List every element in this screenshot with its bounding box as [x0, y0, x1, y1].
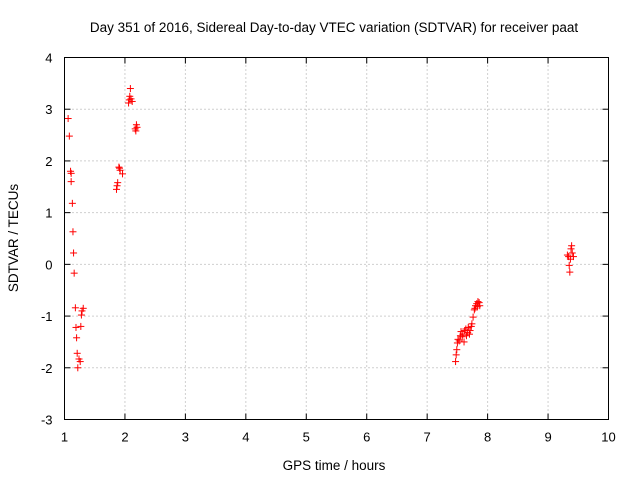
- data-point: [67, 178, 75, 186]
- x-tick-label: 4: [242, 430, 249, 445]
- y-axis-label: SDTVAR / TECUs: [6, 184, 21, 293]
- data-point: [77, 322, 85, 330]
- data-point: [125, 96, 133, 104]
- data-point: [73, 334, 81, 342]
- data-point: [475, 299, 483, 307]
- data-point: [455, 337, 463, 345]
- data-point: [126, 85, 134, 93]
- data-point: [565, 261, 573, 269]
- data-point: [454, 335, 462, 343]
- x-tick-label: 2: [121, 430, 128, 445]
- x-axis-label: GPS time / hours: [283, 458, 386, 473]
- data-point: [469, 313, 477, 321]
- data-point: [133, 123, 141, 131]
- data-point: [125, 99, 133, 107]
- data-point: [77, 311, 85, 319]
- data-point: [453, 346, 461, 354]
- plot-frame: [64, 57, 609, 420]
- data-point: [464, 323, 472, 331]
- x-tick-label: 7: [424, 430, 431, 445]
- data-point: [115, 163, 123, 171]
- data-point: [76, 358, 84, 366]
- data-point: [67, 169, 75, 177]
- y-tick-label: -3: [41, 413, 53, 428]
- grid-lines: [64, 57, 609, 420]
- y-tick-label: 3: [45, 102, 52, 117]
- data-point: [74, 364, 82, 372]
- data-point: [470, 306, 478, 314]
- data-point: [79, 304, 87, 312]
- data-point: [452, 351, 460, 359]
- x-tick-label: 3: [182, 430, 189, 445]
- y-tick-label: 0: [45, 257, 52, 272]
- data-points: [64, 85, 577, 372]
- data-point: [119, 170, 127, 178]
- data-point: [474, 298, 482, 306]
- y-tick-label: 2: [45, 154, 52, 169]
- data-point: [68, 199, 76, 207]
- data-point: [466, 327, 474, 335]
- data-point: [70, 249, 78, 257]
- y-tick-label: 1: [45, 206, 52, 221]
- x-tick-label: 10: [601, 430, 615, 445]
- data-point: [69, 228, 77, 236]
- y-tick-label: 4: [45, 51, 52, 66]
- axis-ticks: 1 2 3 4 5 6 7 8 9 10 -3 -2 -1 0 1 2 3 4: [41, 51, 616, 445]
- data-point: [566, 268, 574, 276]
- x-tick-label: 9: [544, 430, 551, 445]
- data-point: [70, 269, 78, 277]
- data-point: [64, 115, 72, 123]
- data-point: [452, 358, 460, 366]
- y-tick-label: -2: [41, 361, 53, 376]
- data-point: [460, 338, 468, 346]
- data-point: [568, 242, 576, 250]
- data-point: [128, 97, 136, 105]
- y-tick-label: -1: [41, 309, 53, 324]
- x-tick-label: 1: [61, 430, 68, 445]
- chart-title: Day 351 of 2016, Sidereal Day-to-day VTE…: [90, 20, 578, 35]
- data-point: [112, 185, 120, 193]
- data-point: [132, 127, 140, 135]
- data-point: [72, 323, 80, 331]
- data-point: [465, 330, 473, 338]
- data-point: [567, 245, 575, 253]
- data-point: [476, 302, 484, 310]
- data-point: [468, 320, 476, 328]
- x-tick-label: 8: [484, 430, 491, 445]
- data-point: [114, 179, 122, 187]
- data-point: [459, 330, 467, 338]
- data-point: [569, 253, 577, 261]
- data-point: [563, 251, 571, 259]
- x-tick-label: 5: [303, 430, 310, 445]
- data-point: [462, 332, 470, 340]
- data-point: [113, 182, 121, 190]
- data-point: [71, 304, 79, 312]
- data-point: [65, 132, 73, 140]
- x-tick-label: 6: [363, 430, 370, 445]
- data-point: [568, 249, 576, 257]
- data-point: [116, 166, 124, 174]
- data-point: [73, 349, 81, 357]
